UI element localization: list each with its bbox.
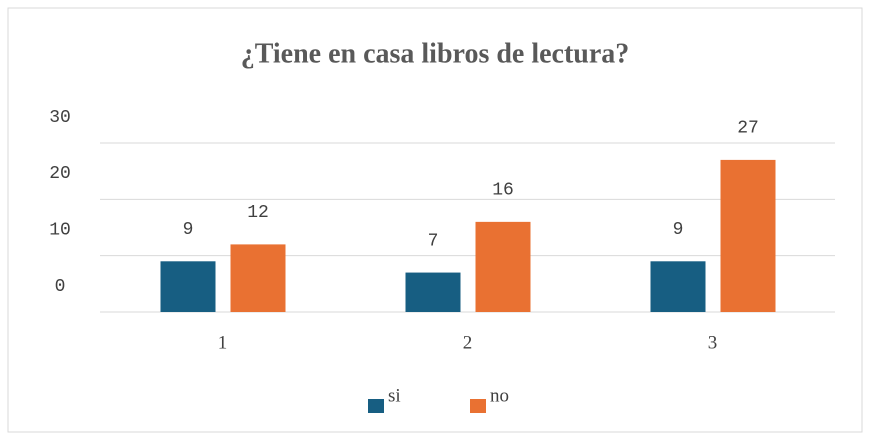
- y-tick-label: 20: [49, 164, 71, 184]
- y-tick-label: 10: [49, 220, 71, 240]
- chart-title: ¿Tiene en casa libros de lectura?: [241, 38, 630, 69]
- legend-label: no: [490, 385, 509, 406]
- y-tick-label: 30: [49, 108, 71, 128]
- bar: [160, 261, 216, 312]
- bar: [720, 159, 776, 312]
- bar: [475, 221, 531, 312]
- bar: [650, 261, 706, 312]
- x-tick-label: 1: [218, 332, 228, 353]
- legend-swatch: [368, 399, 384, 413]
- legend-label: si: [388, 385, 401, 406]
- value-label: 12: [247, 203, 269, 223]
- bar: [405, 272, 461, 312]
- x-tick-label: 2: [463, 332, 473, 353]
- legend-swatch: [470, 399, 486, 413]
- chart-frame: [7, 7, 863, 433]
- value-label: 27: [737, 119, 759, 139]
- y-tick-label: 0: [55, 277, 66, 297]
- x-tick-label: 3: [708, 332, 718, 353]
- value-label: 9: [673, 220, 684, 240]
- value-label: 16: [492, 181, 514, 201]
- value-label: 7: [428, 231, 439, 251]
- value-label: 9: [183, 220, 194, 240]
- bar: [230, 244, 286, 312]
